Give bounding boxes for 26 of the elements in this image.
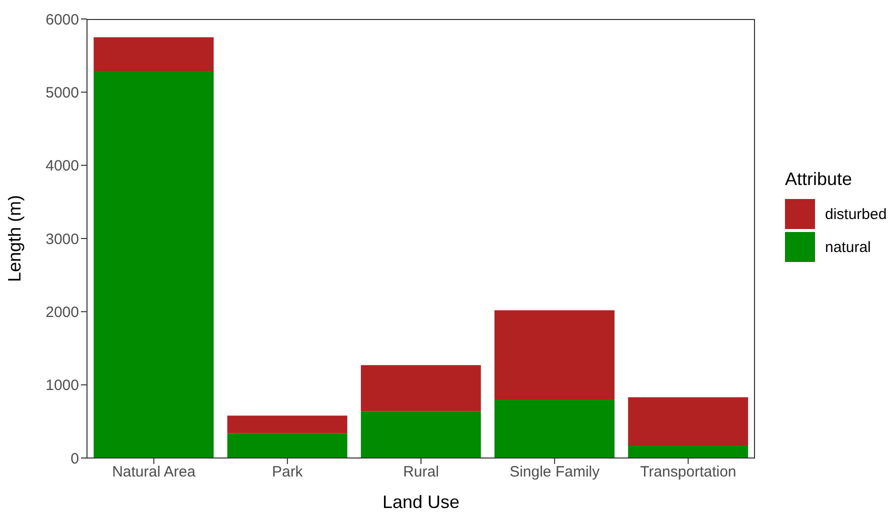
- bar: [227, 433, 348, 458]
- x-tick-label: Single Family: [510, 464, 600, 481]
- y-tick-label: 5000: [46, 84, 79, 102]
- y-tick-label: 2000: [46, 304, 79, 321]
- x-tick-label: Natural Area: [112, 464, 196, 481]
- bar: [494, 399, 614, 458]
- x-tick-label: Rural: [403, 464, 439, 481]
- bar: [227, 416, 348, 434]
- legend-label: disturbed: [825, 206, 887, 222]
- y-tick-label: 1000: [46, 377, 79, 394]
- bar: [628, 397, 748, 446]
- y-tick-label: 6000: [46, 11, 79, 28]
- y-tick-label: 3000: [46, 230, 79, 248]
- x-tick-label: Park: [272, 464, 304, 481]
- bar: [360, 411, 481, 458]
- legend-label: natural: [825, 238, 871, 256]
- y-tick-label: 0: [70, 450, 79, 468]
- x-axis-title: Land Use: [382, 492, 460, 512]
- legend-title: Attribute: [785, 168, 854, 190]
- bar: [94, 70, 214, 458]
- bar: [360, 365, 481, 412]
- y-tick-label: 4000: [46, 158, 79, 175]
- x-tick-label: Transportation: [640, 464, 736, 481]
- bar: [628, 446, 748, 458]
- bar: [494, 310, 614, 400]
- bar: [94, 37, 214, 71]
